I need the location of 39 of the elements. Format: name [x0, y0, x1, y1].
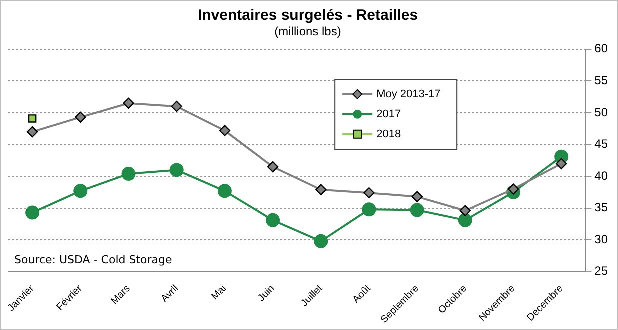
chart-subtitle: (millions lbs) — [274, 24, 342, 39]
legend-label: Moy 2013-17 — [376, 88, 441, 100]
point — [171, 101, 182, 112]
annotation: Source: USDA - Cold Storage — [14, 253, 172, 266]
y-tick-label: 55 — [594, 74, 608, 88]
y-tick-label: 60 — [594, 42, 608, 56]
point — [460, 205, 472, 216]
point — [26, 126, 38, 138]
legend-label: 2017 — [376, 108, 402, 120]
point — [170, 163, 184, 178]
y-tick-label: 25 — [594, 264, 608, 278]
point — [556, 158, 568, 170]
point — [122, 167, 136, 182]
point — [316, 184, 327, 196]
point — [410, 203, 424, 218]
y-tick-label: 35 — [594, 200, 608, 215]
point — [218, 184, 232, 198]
point — [26, 206, 40, 220]
chart-title: Inventaires surgelés - Retailles — [198, 7, 418, 24]
point — [75, 112, 86, 124]
y-tick-label: 40 — [594, 168, 608, 183]
point — [364, 187, 375, 199]
point — [314, 234, 328, 248]
y-tick-label: 45 — [594, 137, 608, 152]
point — [362, 202, 376, 217]
x-tick-label: Juin — [256, 283, 278, 304]
legend-label: 2018 — [376, 128, 402, 140]
point — [412, 191, 423, 203]
point — [123, 98, 134, 110]
point — [28, 114, 37, 123]
point — [267, 161, 279, 173]
y-tick-label: 30 — [594, 232, 608, 246]
point — [508, 184, 520, 195]
point — [266, 213, 280, 228]
x-tick-label: Mai — [210, 283, 229, 303]
point — [219, 125, 231, 136]
y-tick-label: 50 — [594, 105, 608, 120]
point — [458, 213, 472, 228]
point — [74, 184, 88, 198]
